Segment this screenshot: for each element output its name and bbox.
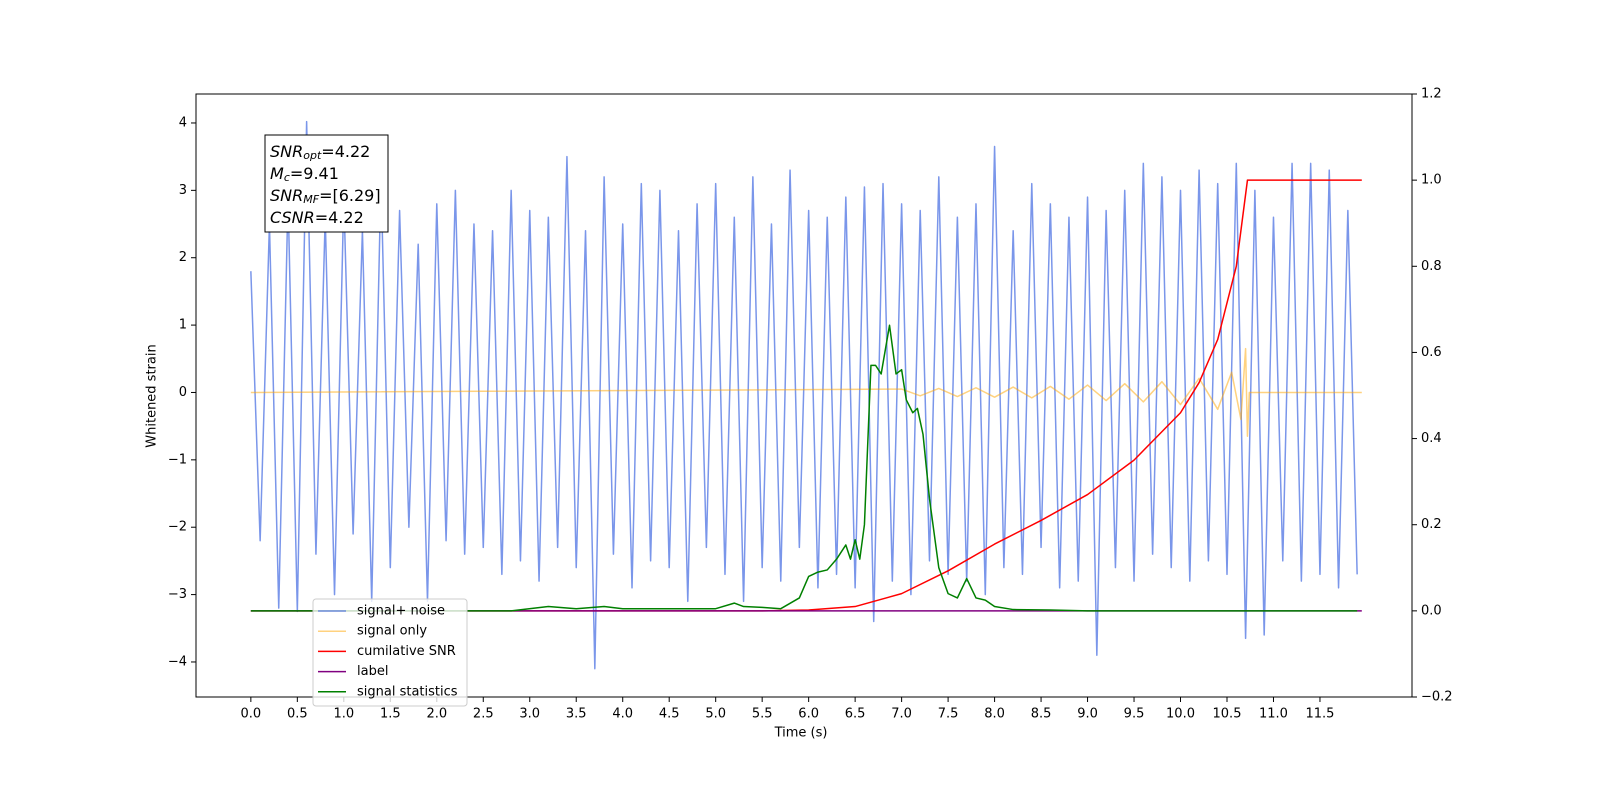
legend-label: cumilative SNR <box>357 644 456 659</box>
y-tick-label: 1 <box>179 318 187 333</box>
y-tick-label: 4 <box>179 115 187 130</box>
symbol: CSNR <box>270 208 315 227</box>
subscript: opt <box>303 149 322 162</box>
series-line <box>250 347 1362 438</box>
y-tick-label: 0 <box>179 385 187 400</box>
text-box-line: Mc=9.41 <box>270 164 339 185</box>
symbol: SNR <box>270 142 303 161</box>
legend-label: signal statistics <box>357 684 458 699</box>
series-line <box>250 179 1362 612</box>
value: =4.22 <box>321 142 370 161</box>
subscript: MF <box>303 193 319 206</box>
legend-box <box>312 598 468 707</box>
x-tick-label: 1.0 <box>333 707 354 722</box>
x-tick-label: 2.5 <box>473 707 494 722</box>
x-tick-label: 4.5 <box>659 707 680 722</box>
x-tick-label: 10.5 <box>1213 707 1242 722</box>
x-tick-label: 11.0 <box>1259 707 1288 722</box>
x-tick-label: 7.5 <box>938 707 959 722</box>
x-tick-label: 8.0 <box>984 707 1005 722</box>
x-tick-label: 10.0 <box>1166 707 1195 722</box>
value: =9.41 <box>290 164 339 183</box>
y-axis-label: Whitened strain <box>145 344 160 447</box>
y2-tick-label: 0.2 <box>1421 517 1442 532</box>
y2-tick-label: 0.6 <box>1421 345 1442 360</box>
x-tick-label: 9.0 <box>1077 707 1098 722</box>
y2-tick-label: 1.0 <box>1421 173 1442 188</box>
x-tick-label: 5.0 <box>705 707 726 722</box>
text-box-line: SNRMF=[6.29] <box>270 186 381 207</box>
y-tick-label: 2 <box>179 250 187 265</box>
symbol: M <box>270 164 284 183</box>
y-tick-label: −2 <box>168 520 187 535</box>
subscript: c <box>284 171 290 184</box>
x-tick-label: 9.5 <box>1124 707 1145 722</box>
x-tick-label: 0.5 <box>287 707 308 722</box>
text-box-line: SNRopt=4.22 <box>270 142 370 163</box>
legend-label: signal only <box>357 624 427 639</box>
x-tick-label: 0.0 <box>241 707 262 722</box>
y-tick-label: −4 <box>168 654 187 669</box>
x-tick-label: 3.0 <box>519 707 540 722</box>
x-tick-label: 7.0 <box>891 707 912 722</box>
x-axis-label: Time (s) <box>774 726 828 741</box>
y2-tick-label: 0.8 <box>1421 259 1442 274</box>
y2-tick-label: 1.2 <box>1421 87 1442 102</box>
x-tick-label: 2.0 <box>426 707 447 722</box>
value: =[6.29] <box>319 186 381 205</box>
x-tick-label: 8.5 <box>1031 707 1052 722</box>
y-tick-label: −1 <box>168 452 187 467</box>
x-tick-label: 6.5 <box>845 707 866 722</box>
text-box-line: CSNR=4.22 <box>270 208 364 227</box>
plot-frame <box>195 93 1413 698</box>
series-line <box>250 324 1358 612</box>
text-box <box>264 134 389 233</box>
legend-label: signal+ noise <box>357 604 445 619</box>
y2-tick-label: 0.4 <box>1421 431 1442 446</box>
legend-label: label <box>357 664 388 679</box>
x-tick-label: 1.5 <box>380 707 401 722</box>
x-tick-label: 4.0 <box>612 707 633 722</box>
y2-tick-label: −0.2 <box>1421 690 1453 705</box>
y2-tick-label: 0.0 <box>1421 603 1442 618</box>
value: =4.22 <box>315 208 364 227</box>
x-tick-label: 6.0 <box>798 707 819 722</box>
series-line <box>250 120 1358 670</box>
y-tick-label: −3 <box>168 587 187 602</box>
x-tick-label: 5.5 <box>752 707 773 722</box>
x-tick-label: 3.5 <box>566 707 587 722</box>
x-tick-label: 11.5 <box>1305 707 1334 722</box>
y-tick-label: 3 <box>179 183 187 198</box>
symbol: SNR <box>270 186 303 205</box>
